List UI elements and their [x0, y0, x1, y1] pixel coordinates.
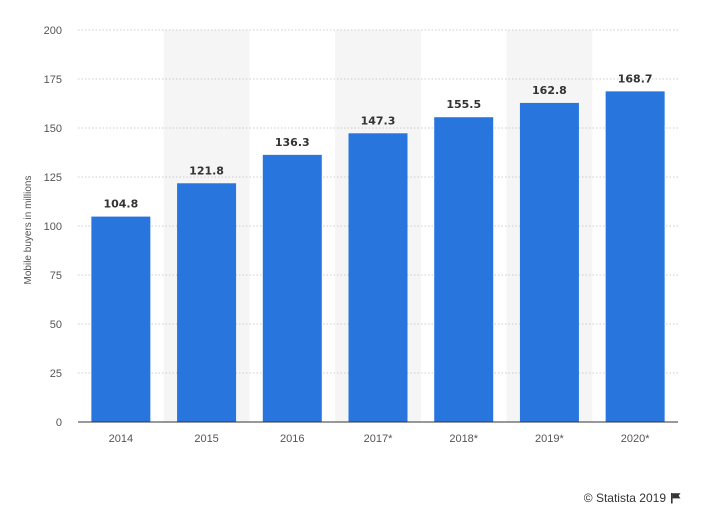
value-label: 168.7 — [618, 72, 653, 85]
value-label: 147.3 — [361, 114, 396, 127]
x-tick-label: 2016 — [280, 433, 304, 445]
y-axis-ticks: 0 25 50 75 100 125 150 175 200 — [44, 25, 62, 429]
y-tick-label: 0 — [56, 417, 62, 429]
y-tick-label: 75 — [50, 270, 62, 282]
y-tick-label: 175 — [44, 74, 62, 86]
value-labels: 104.8 121.8 136.3 147.3 155.5 162.8 168.7 — [103, 72, 652, 210]
bar-2015[interactable] — [177, 183, 237, 422]
x-tick-label: 2019* — [535, 433, 564, 445]
y-tick-label: 150 — [44, 123, 62, 135]
y-tick-label: 50 — [50, 319, 62, 331]
bar-2020*[interactable] — [605, 91, 665, 423]
x-tick-label: 2020* — [621, 433, 650, 445]
value-label: 104.8 — [103, 198, 138, 211]
value-label: 155.5 — [446, 98, 481, 111]
x-tick-label: 2017* — [364, 433, 393, 445]
value-label: 136.3 — [275, 136, 310, 149]
bar-2016[interactable] — [262, 154, 322, 423]
x-tick-label: 2018* — [449, 433, 478, 445]
value-label: 121.8 — [189, 164, 224, 177]
y-tick-label: 25 — [50, 368, 62, 380]
bar-2017*[interactable] — [348, 133, 408, 423]
flag-icon[interactable] — [670, 492, 682, 504]
value-label: 162.8 — [532, 84, 567, 97]
x-axis-labels: 2014 2015 2016 2017* 2018* 2019* 2020* — [109, 433, 651, 445]
bars — [91, 91, 665, 423]
y-tick-label: 100 — [44, 221, 62, 233]
bar-2019*[interactable] — [519, 102, 579, 423]
bar-2018*[interactable] — [434, 117, 494, 422]
bar-2014[interactable] — [91, 216, 151, 422]
credit-text: © Statista 2019 — [583, 491, 666, 505]
y-tick-label: 125 — [44, 172, 62, 184]
x-tick-label: 2015 — [194, 433, 218, 445]
y-axis-title: Mobile buyers in millions — [23, 176, 34, 285]
y-tick-label: 200 — [44, 25, 62, 37]
x-tick-label: 2014 — [109, 433, 133, 445]
statista-credit[interactable]: © Statista 2019 — [584, 491, 682, 505]
